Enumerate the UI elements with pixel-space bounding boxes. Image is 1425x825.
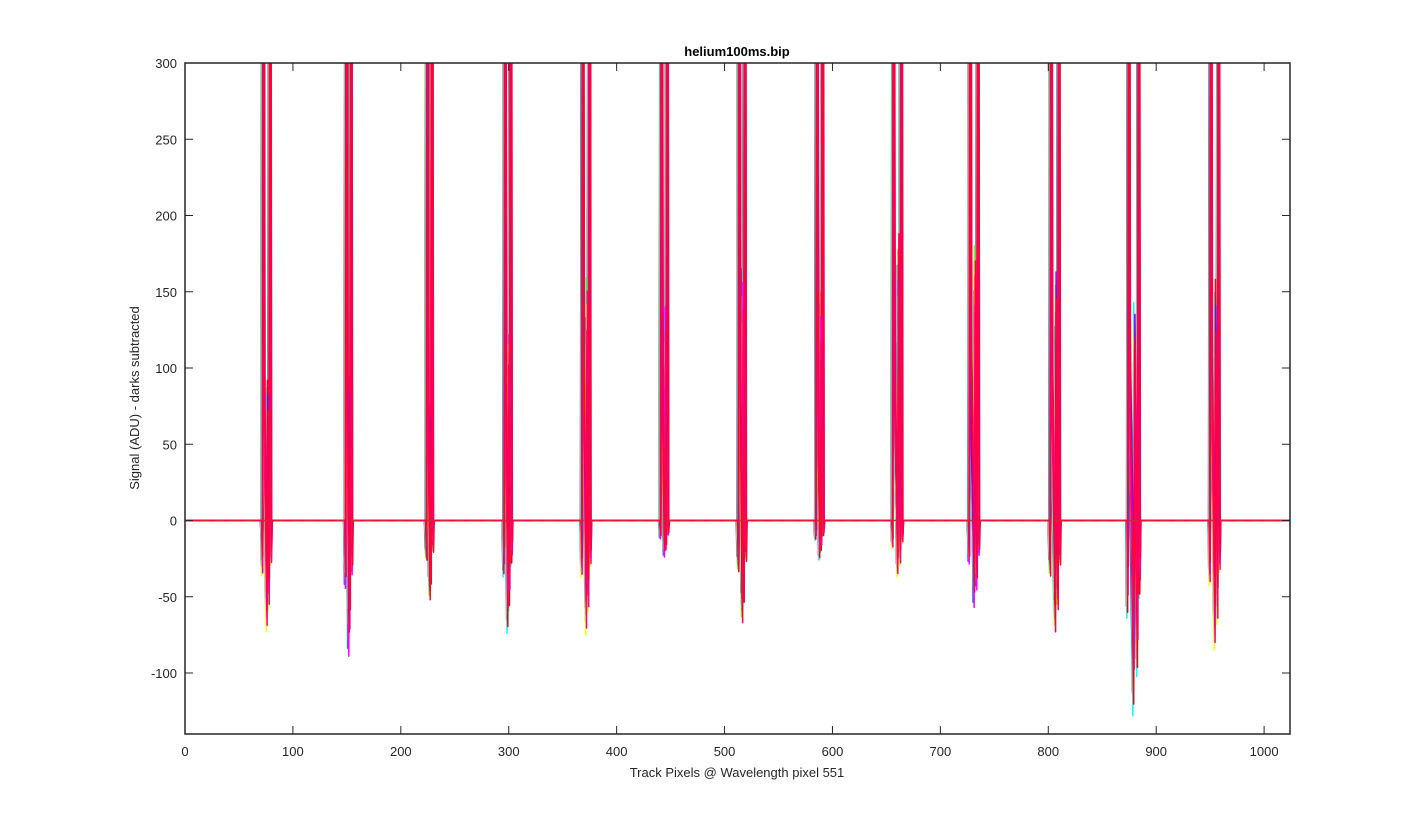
x-tick-label: 100 [282, 744, 304, 759]
x-tick-label: 800 [1037, 744, 1059, 759]
x-tick-label: 400 [606, 744, 628, 759]
x-tick-layer: 0 100 200 300 400 500 600 700 800 900 1000 [181, 63, 1279, 759]
x-tick-label: 200 [390, 744, 412, 759]
y-tick-label: 300 [155, 56, 177, 71]
x-tick-label: 1000 [1250, 744, 1279, 759]
y-tick-label: 50 [163, 437, 177, 452]
x-tick-label: 700 [930, 744, 952, 759]
y-axis-label: Signal (ADU) - darks subtracted [127, 306, 142, 490]
x-tick-label: 600 [822, 744, 844, 759]
x-tick-label: 300 [498, 744, 520, 759]
y-tick-label: 200 [155, 209, 177, 224]
y-tick-label: -100 [151, 666, 177, 681]
chart-title: helium100ms.bip [684, 44, 790, 59]
y-tick-label: 150 [155, 285, 177, 300]
x-tick-label: 500 [714, 744, 736, 759]
series-line [185, 63, 1290, 633]
x-tick-label: 0 [181, 744, 188, 759]
x-tick-label: 900 [1145, 744, 1167, 759]
series-layer [185, 63, 1290, 717]
axes-box [184, 62, 1291, 735]
y-tick-label: 250 [155, 132, 177, 147]
x-axis-label: Track Pixels @ Wavelength pixel 551 [630, 765, 845, 780]
y-tick-label: 100 [155, 361, 177, 376]
y-tick-label: -50 [158, 590, 177, 605]
y-tick-label: 0 [170, 514, 177, 529]
y-tick-layer: -100 -50 0 50 100 150 200 250 300 [151, 56, 1290, 681]
